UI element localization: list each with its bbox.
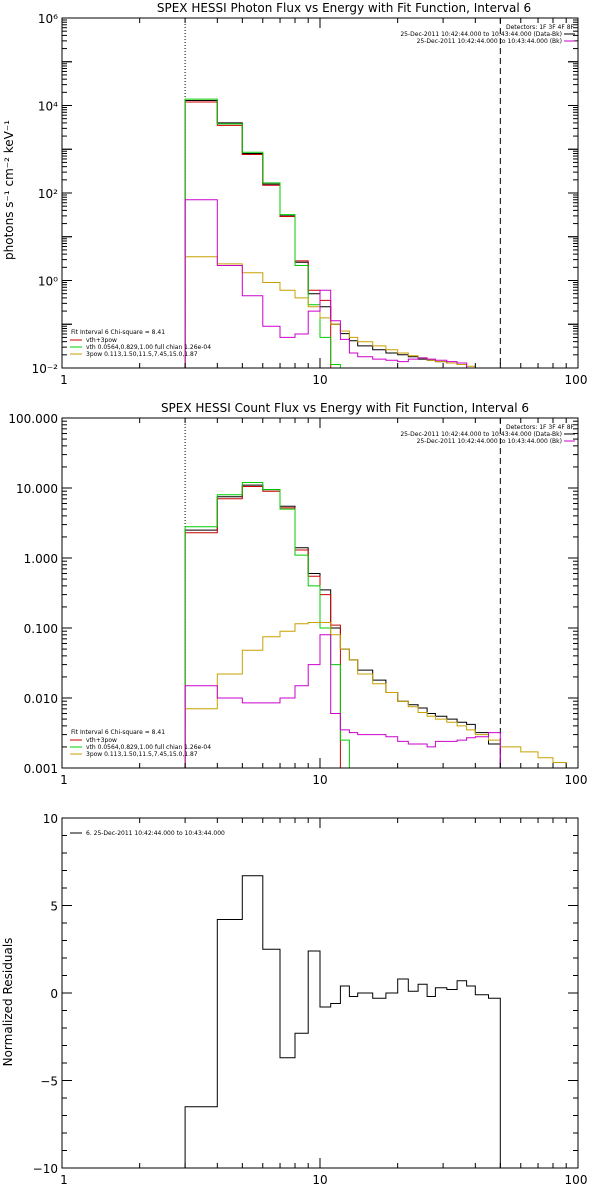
series-residuals-histogram: [184, 875, 501, 1168]
y-tick-label: 10⁴: [38, 100, 58, 114]
count-flux-legend-bottom-left: Fit Interval 6 Chi-square = 8.41 vth+3po…: [70, 729, 211, 758]
x-tick-label: 1: [60, 773, 68, 787]
legend-fit-interval: Fit Interval 6 Chi-square = 8.41: [71, 329, 165, 336]
legend-data-minus-bk: 25-Dec-2011 10:42:44.000 to 10:43:44.000…: [400, 431, 562, 438]
series-pow-histogram: [184, 256, 521, 369]
x-tick-label: 1: [60, 373, 68, 387]
y-tick-label: 10⁻²: [32, 362, 59, 376]
residuals-ylabel: Normalized Residuals: [1, 938, 15, 1067]
legend-detectors: Detectors: 1F 3F 4F 8F: [506, 424, 575, 431]
photon-flux-ylabel: photons s⁻¹ cm⁻² keV⁻¹: [2, 120, 16, 260]
y-tick-label: 0: [50, 987, 58, 1001]
legend-vth-3pow: vth+3pow: [86, 737, 117, 744]
series-red-histogram: [184, 101, 332, 368]
photon-flux-series: [184, 98, 521, 369]
y-tick-label: 10⁶: [38, 12, 58, 26]
series-bk-histogram: [184, 199, 468, 368]
x-tick-label: 100: [565, 1173, 588, 1187]
legend-3pow: 3pow 0.113,1.50,11.5,7.45,15.0,1.87: [86, 351, 198, 358]
residuals-panel: Normalized Residuals 1 10 100 −10 −5 0 5 10 6. …: [1, 812, 587, 1187]
series-red-histogram: [184, 486, 341, 768]
y-tick-label: −10: [33, 1162, 58, 1176]
x-tick-label: 1: [60, 1173, 68, 1187]
y-tick-label: 10: [43, 812, 58, 826]
series-vth-histogram: [184, 98, 350, 369]
y-tick-label: 100.000: [8, 412, 58, 426]
count-flux-panel: SPEX HESSI Count Flux vs Energy with Fit…: [8, 401, 587, 787]
series-total-histogram: [184, 484, 501, 768]
count-flux-axes: 1 10 100 0.001 0.010 0.100 1.000 10.000 100.000: [8, 412, 587, 787]
photon-flux-title: SPEX HESSI Photon Flux vs Energy with Fi…: [157, 1, 531, 15]
y-tick-label: −5: [40, 1075, 58, 1089]
x-tick-label: 100: [565, 373, 588, 387]
count-flux-legend-top-right: Detectors: 1F 3F 4F 8F 25-Dec-2011 10:42…: [400, 424, 575, 445]
legend-residuals: 6. 25-Dec-2011 10:42:44.000 to 10:43:44.…: [86, 830, 225, 837]
series-total-histogram: [184, 100, 468, 368]
photon-flux-legend-bottom-left: Fit Interval 6 Chi-square = 8.41 vth+3po…: [70, 329, 211, 358]
photon-flux-legend-top-right: Detectors: 1F 3F 4F 8F 25-Dec-2011 10:42…: [400, 24, 575, 45]
y-tick-label: 0.010: [24, 692, 58, 706]
photon-flux-axes: 1 10 100 10⁻² 10⁰ 10² 10⁴ 10⁶: [32, 12, 588, 387]
y-tick-label: 0.001: [24, 762, 58, 776]
y-tick-label: 10²: [38, 187, 58, 201]
count-flux-series: [184, 482, 578, 769]
y-tick-label: 5: [50, 900, 58, 914]
y-tick-label: 1.000: [24, 552, 58, 566]
residuals-axes: 1 10 100 −10 −5 0 5 10: [33, 812, 588, 1187]
series-bk-histogram: [184, 634, 501, 768]
legend-fit-interval: Fit Interval 6 Chi-square = 8.41: [71, 729, 165, 736]
x-tick-label: 10: [312, 773, 327, 787]
x-tick-label: 100: [565, 773, 588, 787]
y-tick-label: 10.000: [16, 482, 58, 496]
legend-3pow: 3pow 0.113,1.50,11.5,7.45,15.0,1.87: [86, 751, 198, 758]
residuals-legend: 6. 25-Dec-2011 10:42:44.000 to 10:43:44.…: [70, 830, 225, 837]
legend-vth: vth 0.0564,0.829,1.00 full chian 1.26e-0…: [86, 744, 211, 751]
x-tick-label: 10: [312, 373, 327, 387]
legend-bk: 25-Dec-2011 10:42:44.000 to 10:43:44.000…: [417, 38, 562, 45]
y-tick-label: 10⁰: [38, 275, 58, 289]
photon-flux-vlines: [184, 18, 501, 368]
residuals-series: [184, 875, 501, 1168]
count-flux-title: SPEX HESSI Count Flux vs Energy with Fit…: [161, 401, 529, 415]
series-vth-histogram: [184, 482, 373, 769]
legend-vth: vth 0.0564,0.829,1.00 full chian 1.26e-0…: [86, 344, 211, 351]
x-tick-label: 10: [312, 1173, 327, 1187]
legend-bk: 25-Dec-2011 10:42:44.000 to 10:43:44.000…: [417, 438, 562, 445]
photon-flux-panel: SPEX HESSI Photon Flux vs Energy with Fi…: [2, 1, 587, 387]
legend-vth-3pow: vth+3pow: [86, 337, 117, 344]
count-flux-vlines: [184, 418, 501, 768]
y-tick-label: 0.100: [24, 622, 58, 636]
legend-detectors: Detectors: 1F 3F 4F 8F: [506, 24, 575, 31]
series-pow-histogram: [184, 622, 578, 769]
legend-data-minus-bk: 25-Dec-2011 10:42:44.000 to 10:43:44.000…: [400, 31, 562, 38]
